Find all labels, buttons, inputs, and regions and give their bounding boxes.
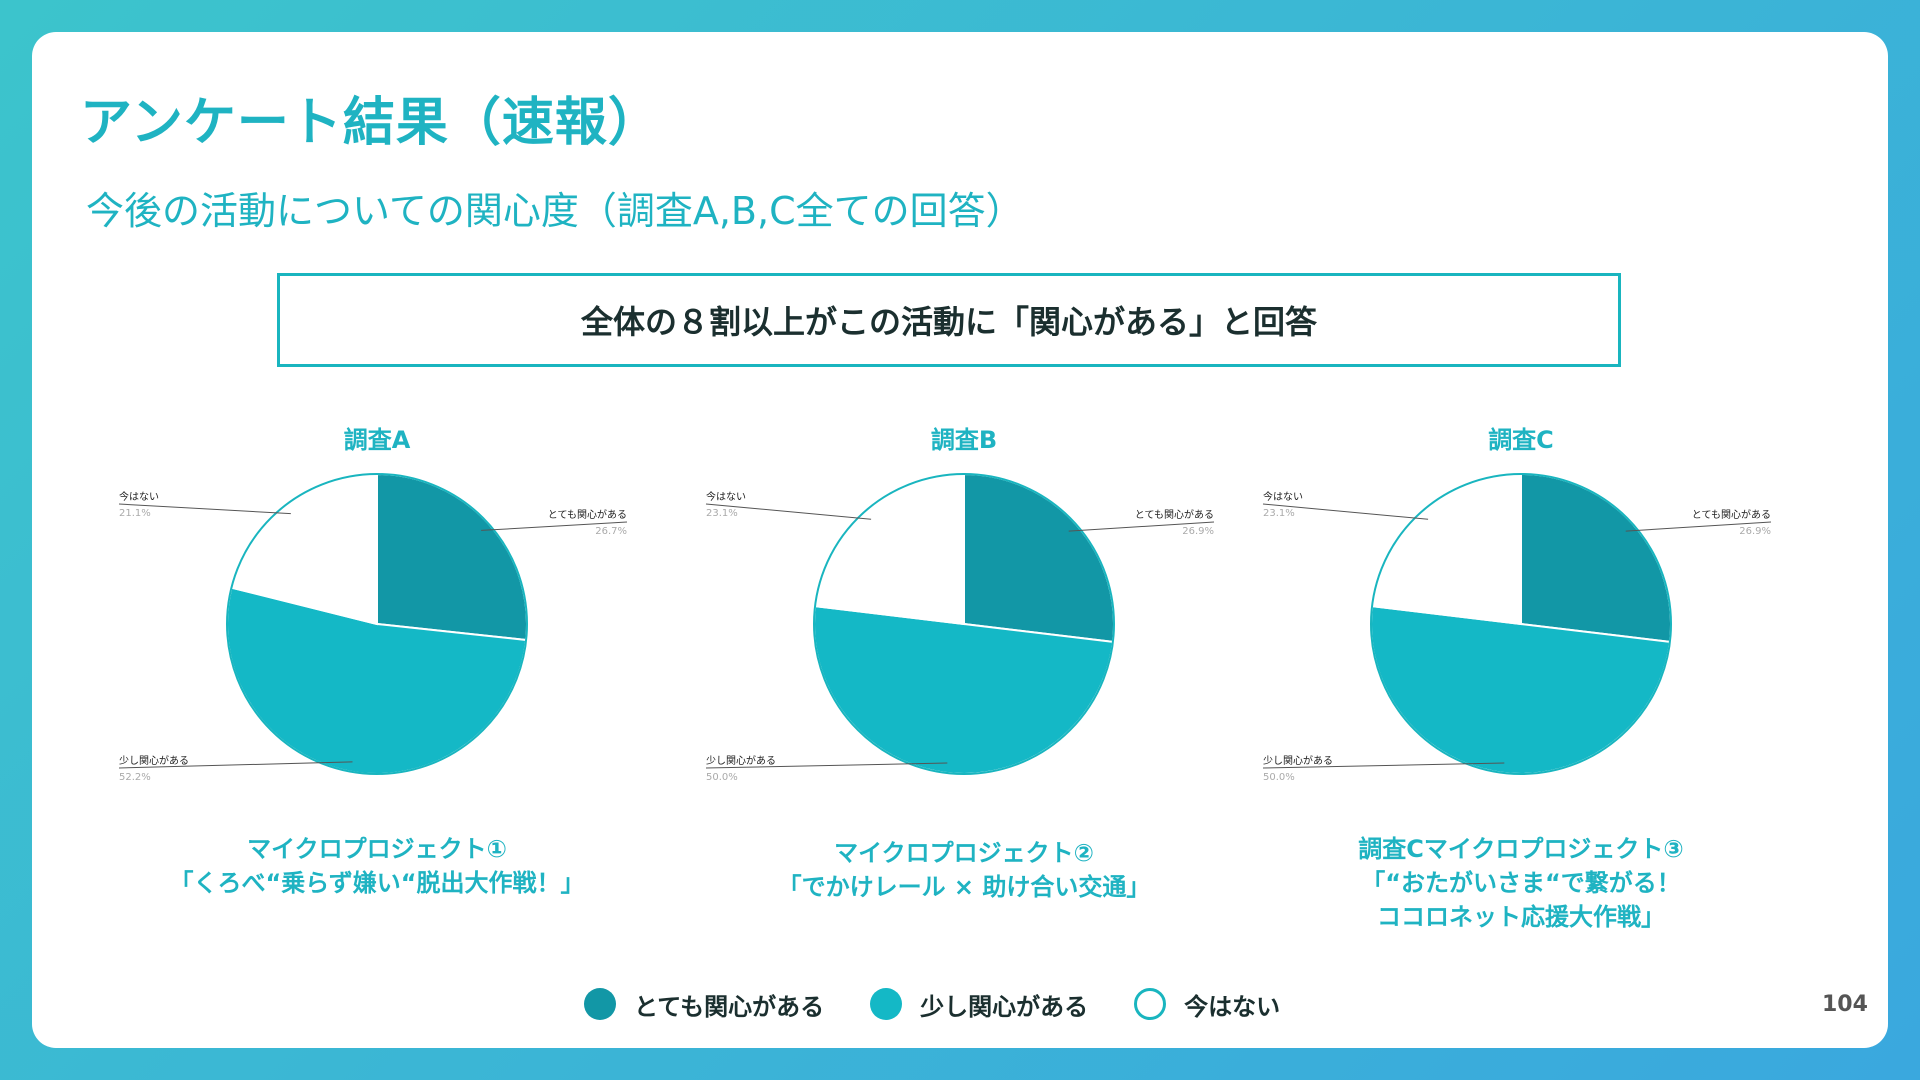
slice-very-interested [963,472,1115,643]
chart-caption: マイクロプロジェクト② 「でかけレール × 助け合い交通」 [684,836,1244,904]
slice-label: とても関心がある [1135,508,1214,521]
slice-label: 少し関心がある [1263,754,1333,767]
callout-line [1262,503,1429,520]
callout-line [481,521,628,531]
page-number: 104 [1822,992,1868,1017]
legend-swatch [870,988,903,1020]
callout-line [1068,521,1215,532]
slice-percent: 50.0% [706,772,738,783]
callout-line [118,503,291,515]
legend-item-somewhat-interested: 少し関心がある [870,987,1088,1022]
caption-line: 「でかけレール × 助け合い交通」 [777,873,1151,901]
chart-caption: 調査Cマイクロプロジェクト③ 「“おたがいさま“で繋がる！ ココロネット応援大作… [1241,832,1801,934]
slice-label: 今はない [1263,490,1303,503]
chart-caption: マイクロプロジェクト① 「くろべ“乗らず嫌い“脱出大作戦！」 [97,832,657,900]
slice-percent: 26.9% [1739,526,1771,537]
headline-text: 全体の８割以上がこの活動に「関心がある」と回答 [580,303,1317,341]
slice-percent: 23.1% [706,508,738,519]
legend-label: 今はない [1184,992,1281,1021]
legend-swatch [584,988,616,1020]
legend: とても関心がある 少し関心がある 今はない [584,986,1326,1022]
callout-line [1262,762,1505,769]
pie-outline [226,473,528,775]
pie-svg: とても関心がある 26.7% 少し関心がある 52.2% 今はない 21.1% [118,472,628,783]
slice-label: 少し関心がある [119,754,189,767]
caption-line: ココロネット応援大作戦」 [1377,903,1665,931]
slice-percent: 26.7% [595,526,627,537]
legend-swatch [1134,988,1167,1020]
slice-percent: 21.1% [119,508,151,519]
pie-outline [1370,473,1672,775]
slice-label: 今はない [706,490,746,503]
chart-title: 調査C [1488,426,1554,454]
callout-line [705,503,872,520]
caption-line: 「“おたがいさま“で繋がる！ [1361,869,1681,897]
callout-line [118,761,353,769]
caption-line: 調査Cマイクロプロジェクト③ [1358,835,1684,863]
legend-item-very-interested: とても関心がある [584,987,824,1022]
caption-line: マイクロプロジェクト② [834,839,1094,867]
legend-item-not-now: 今はない [1134,987,1280,1022]
slice-percent: 26.9% [1182,526,1214,537]
slice-not-now [813,472,965,626]
slice-percent: 52.2% [119,772,151,783]
pie-svg: とても関心がある 26.9% 少し関心がある 50.0% 今はない 23.1% [1262,472,1772,783]
legend-label: 少し関心がある [920,992,1089,1021]
chart-title: 調査B [930,426,998,454]
slide-title: アンケート結果（速報） [80,93,661,153]
pie-outline [813,473,1115,775]
slice-very-interested [376,472,528,642]
slice-percent: 23.1% [1263,508,1295,519]
slide-subtitle: 今後の活動についての関心度（調査A,B,C全ての回答） [86,189,1024,233]
pie-svg: とても関心がある 26.9% 少し関心がある 50.0% 今はない 23.1% [705,472,1215,783]
slice-label: とても関心がある [548,508,627,521]
slice-label: とても関心がある [1692,508,1771,521]
slice-percent: 50.0% [1263,772,1295,783]
caption-line: マイクロプロジェクト① [247,835,507,863]
chart-title: 調査A [343,426,411,454]
slice-very-interested [1520,472,1672,643]
slice-label: 少し関心がある [706,754,776,767]
slice-label: 今はない [119,490,159,503]
headline-box: 全体の８割以上がこの活動に「関心がある」と回答 [277,273,1621,367]
legend-label: とても関心がある [634,992,825,1021]
caption-line: 「くろべ“乗らず嫌い“脱出大作戦！」 [169,869,585,897]
slice-not-now [1370,472,1522,626]
callout-line [1625,521,1772,532]
callout-line [705,762,948,769]
